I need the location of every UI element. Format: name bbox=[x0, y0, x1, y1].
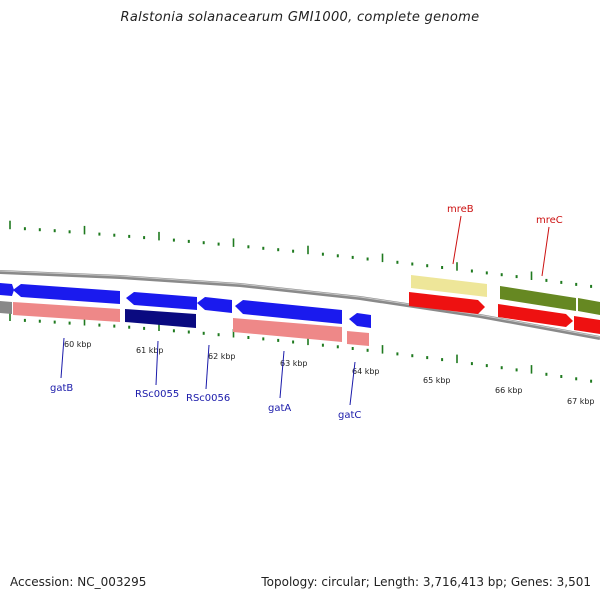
genome-backbone bbox=[0, 270, 600, 340]
topology-summary: Topology: circular; Length: 3,716,413 bp… bbox=[261, 575, 591, 589]
gene-lower-mreC[interactable] bbox=[498, 304, 573, 327]
gene-lower-gatA[interactable] bbox=[233, 318, 342, 342]
gene-label-gatB[interactable]: gatB bbox=[50, 383, 73, 394]
gene-labels: gatB RSc0055 RSc0056 gatA gatC mreB mreC bbox=[50, 204, 563, 421]
gene-label-gatA[interactable]: gatA bbox=[268, 403, 291, 414]
gene-lower-rsc0055[interactable] bbox=[125, 309, 196, 328]
gene-rsc0055[interactable] bbox=[126, 292, 197, 310]
gene-gatC[interactable] bbox=[349, 313, 371, 328]
outer-tick-row bbox=[9, 220, 593, 288]
gene-label-gatC[interactable]: gatC bbox=[338, 410, 361, 421]
kbp-label: 61 kbp bbox=[136, 346, 164, 355]
gene-lower-gatB[interactable] bbox=[13, 302, 120, 322]
reverse-strand-genes bbox=[0, 292, 600, 346]
kbp-label: 63 kbp bbox=[280, 359, 308, 368]
gene-label-mreB[interactable]: mreB bbox=[447, 204, 474, 215]
leader-rsc0055 bbox=[155, 340, 159, 386]
accession-text: Accession: NC_003295 bbox=[10, 575, 147, 589]
kbp-labels: 60 kbp 61 kbp 62 kbp 63 kbp 64 kbp 65 kb… bbox=[64, 340, 595, 406]
gene-lower-left[interactable] bbox=[0, 301, 12, 314]
gene-leader-lines bbox=[60, 215, 550, 406]
inner-tick-row bbox=[9, 312, 593, 383]
leader-rsc0056 bbox=[205, 344, 210, 390]
leader-gatB bbox=[60, 337, 65, 379]
gene-gatA[interactable] bbox=[235, 300, 342, 324]
leader-mreC bbox=[541, 226, 550, 277]
gene-mreB[interactable] bbox=[411, 275, 487, 297]
kbp-label: 66 kbp bbox=[495, 386, 523, 395]
gene-label-rsc0055[interactable]: RSc0055 bbox=[135, 389, 179, 400]
kbp-label: 60 kbp bbox=[64, 340, 92, 349]
gene-lower-mreD[interactable] bbox=[574, 316, 600, 334]
gene-mreC[interactable] bbox=[500, 286, 576, 311]
leader-gatA bbox=[279, 350, 285, 399]
leader-mreB bbox=[452, 215, 462, 265]
kbp-label: 65 kbp bbox=[423, 376, 451, 385]
gene-left-edge[interactable] bbox=[0, 283, 14, 296]
leader-gatC bbox=[349, 361, 356, 406]
gene-gatB[interactable] bbox=[13, 284, 120, 304]
map-title: Ralstonia solanacearum GMI1000, complete… bbox=[120, 10, 480, 25]
genome-backbone-highlight bbox=[0, 270, 600, 338]
forward-strand-genes bbox=[0, 275, 600, 328]
kbp-label: 64 kbp bbox=[352, 367, 380, 376]
kbp-label: 67 kbp bbox=[567, 397, 595, 406]
gene-lower-mreB[interactable] bbox=[409, 292, 485, 314]
gene-mreD[interactable] bbox=[578, 298, 600, 315]
kbp-label: 62 kbp bbox=[208, 352, 236, 361]
gene-lower-gatC[interactable] bbox=[347, 331, 369, 346]
gene-rsc0056[interactable] bbox=[197, 297, 232, 313]
gene-label-rsc0056[interactable]: RSc0056 bbox=[186, 393, 230, 404]
gene-label-mreC[interactable]: mreC bbox=[536, 215, 563, 226]
